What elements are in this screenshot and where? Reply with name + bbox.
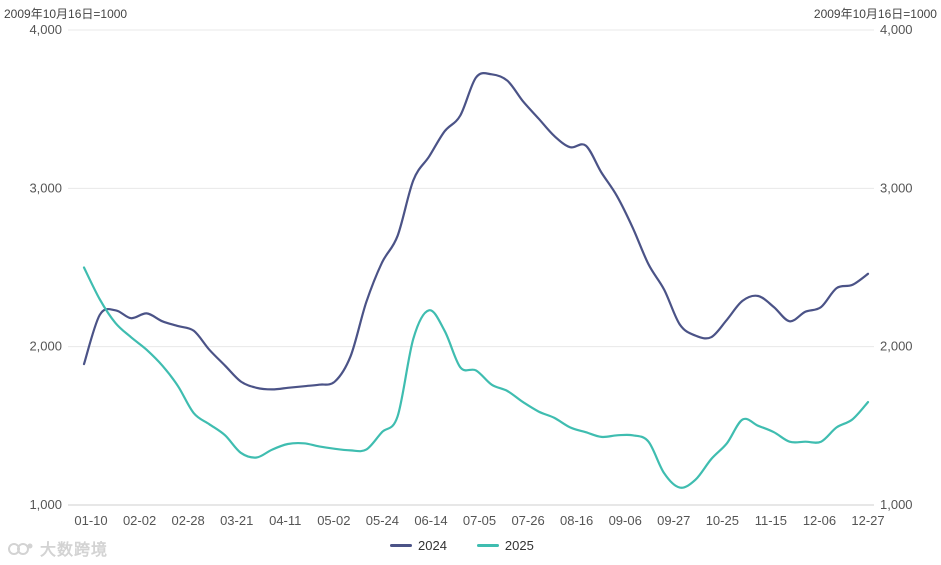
legend-label-2025: 2025 (504, 538, 534, 553)
legend-swatch-2024 (390, 544, 412, 547)
x-tick-label: 12-06 (803, 513, 836, 528)
y-tick-label-right: 1,000 (880, 497, 913, 512)
x-tick-label: 10-25 (706, 513, 739, 528)
x-tick-label: 08-16 (560, 513, 593, 528)
legend-item-2024[interactable]: 2024 (390, 538, 447, 553)
watermark: 大数跨境 (8, 536, 108, 560)
legend-label-2024: 2024 (418, 538, 447, 553)
y-tick-label-left: 4,000 (29, 22, 62, 37)
x-tick-label: 09-06 (609, 513, 642, 528)
watermark-text: 大数跨境 (40, 542, 109, 559)
x-tick-label: 12-27 (851, 513, 884, 528)
y-tick-label-left: 3,000 (29, 180, 62, 195)
y-axis-unit-right: 2009年10月16日=1000 (813, 7, 937, 21)
x-tick-label: 01-10 (74, 513, 107, 528)
x-tick-label: 06-14 (414, 513, 447, 528)
x-tick-label: 07-05 (463, 513, 496, 528)
legend-swatch-2025 (476, 544, 499, 547)
x-tick-label: 05-02 (317, 513, 350, 528)
x-tick-label: 02-02 (123, 513, 156, 528)
y-axis-unit-left: 2009年10月16日=1000 (4, 7, 128, 21)
x-tick-label: 03-21 (220, 513, 253, 528)
y-tick-label-right: 2,000 (880, 339, 913, 354)
y-tick-label-left: 2,000 (29, 339, 62, 354)
series-line-2024 (82, 72, 870, 391)
legend: 2024 2025 (390, 538, 534, 553)
brand-logo-icon (8, 543, 33, 555)
x-tick-label: 05-24 (366, 513, 399, 528)
legend-item-2025[interactable]: 2025 (476, 538, 534, 553)
series-line-2025 (82, 266, 870, 489)
y-tick-label-right: 3,000 (880, 180, 913, 195)
y-tick-label-left: 1,000 (29, 497, 62, 512)
x-tick-label: 04-11 (269, 513, 301, 528)
x-tick-label: 02-28 (172, 513, 205, 528)
y-tick-label-right: 4,000 (880, 22, 913, 37)
x-tick-label: 11-15 (755, 513, 787, 528)
x-tick-label: 07-26 (511, 513, 544, 528)
x-tick-label: 09-27 (657, 513, 690, 528)
